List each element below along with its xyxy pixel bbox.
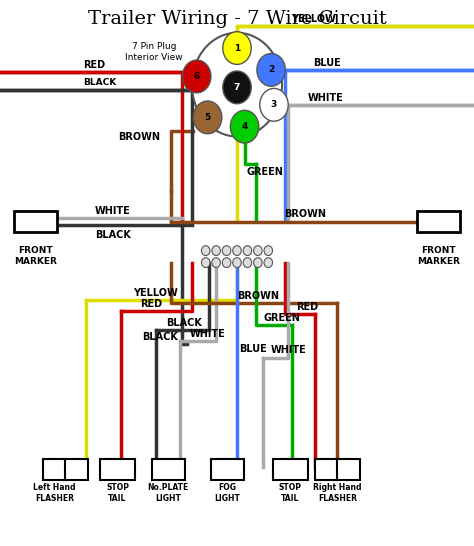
Circle shape (201, 246, 210, 256)
Text: 7 Pin Plug
Interior View: 7 Pin Plug Interior View (125, 42, 183, 62)
Text: BLACK: BLACK (95, 230, 131, 240)
Text: Trailer Wiring - 7 Wire Circuit: Trailer Wiring - 7 Wire Circuit (88, 10, 386, 27)
Circle shape (223, 71, 251, 104)
Text: 2: 2 (268, 66, 274, 74)
Text: 6: 6 (193, 72, 200, 81)
Circle shape (193, 101, 222, 134)
Text: WHITE: WHITE (271, 346, 307, 355)
Text: BLACK: BLACK (83, 79, 116, 87)
Circle shape (222, 258, 231, 268)
Text: BLACK: BLACK (166, 318, 202, 328)
Text: BLACK: BLACK (142, 332, 178, 342)
FancyBboxPatch shape (315, 459, 360, 480)
Text: FOG
LIGHT: FOG LIGHT (215, 483, 240, 503)
Text: BLUE: BLUE (239, 345, 267, 354)
Text: 5: 5 (204, 113, 211, 122)
FancyBboxPatch shape (43, 459, 88, 480)
Text: 1: 1 (234, 44, 240, 52)
FancyBboxPatch shape (100, 459, 135, 480)
Text: GREEN: GREEN (246, 167, 283, 176)
Circle shape (233, 246, 241, 256)
Text: RED: RED (83, 60, 105, 70)
Circle shape (230, 110, 259, 143)
Text: No.PLATE
LIGHT: No.PLATE LIGHT (147, 483, 189, 503)
Text: YELLOW: YELLOW (292, 14, 336, 24)
Circle shape (264, 246, 273, 256)
FancyBboxPatch shape (273, 459, 308, 480)
Text: FRONT
MARKER: FRONT MARKER (417, 246, 460, 266)
FancyBboxPatch shape (417, 211, 460, 232)
Circle shape (243, 258, 252, 268)
Circle shape (257, 54, 285, 86)
Circle shape (223, 32, 251, 64)
Text: RED: RED (296, 302, 319, 312)
Circle shape (222, 246, 231, 256)
Text: BROWN: BROWN (284, 210, 327, 219)
FancyBboxPatch shape (152, 459, 185, 480)
Text: 3: 3 (271, 100, 277, 109)
Circle shape (212, 246, 220, 256)
Text: Left Hand
FLASHER: Left Hand FLASHER (33, 483, 76, 503)
Text: BLUE: BLUE (313, 58, 341, 68)
Circle shape (254, 258, 262, 268)
FancyBboxPatch shape (211, 459, 244, 480)
Text: BROWN: BROWN (237, 291, 279, 301)
Circle shape (192, 33, 282, 136)
Text: BROWN: BROWN (118, 132, 161, 142)
FancyBboxPatch shape (14, 211, 57, 232)
Circle shape (264, 258, 273, 268)
Text: GREEN: GREEN (263, 313, 300, 323)
Circle shape (254, 246, 262, 256)
Circle shape (233, 258, 241, 268)
Text: 7: 7 (234, 83, 240, 92)
Circle shape (212, 258, 220, 268)
Circle shape (260, 88, 288, 121)
Text: STOP
TAIL: STOP TAIL (106, 483, 129, 503)
Circle shape (201, 258, 210, 268)
Text: 4: 4 (241, 122, 248, 131)
Text: RED: RED (140, 299, 162, 309)
Circle shape (243, 246, 252, 256)
Text: YELLOW: YELLOW (133, 288, 177, 298)
Text: FRONT
MARKER: FRONT MARKER (14, 246, 57, 266)
Text: WHITE: WHITE (190, 329, 225, 339)
Circle shape (182, 60, 211, 93)
Text: WHITE: WHITE (308, 93, 344, 103)
Text: WHITE: WHITE (95, 206, 130, 216)
Text: Right Hand
FLASHER: Right Hand FLASHER (313, 483, 362, 503)
Text: STOP
TAIL: STOP TAIL (279, 483, 301, 503)
